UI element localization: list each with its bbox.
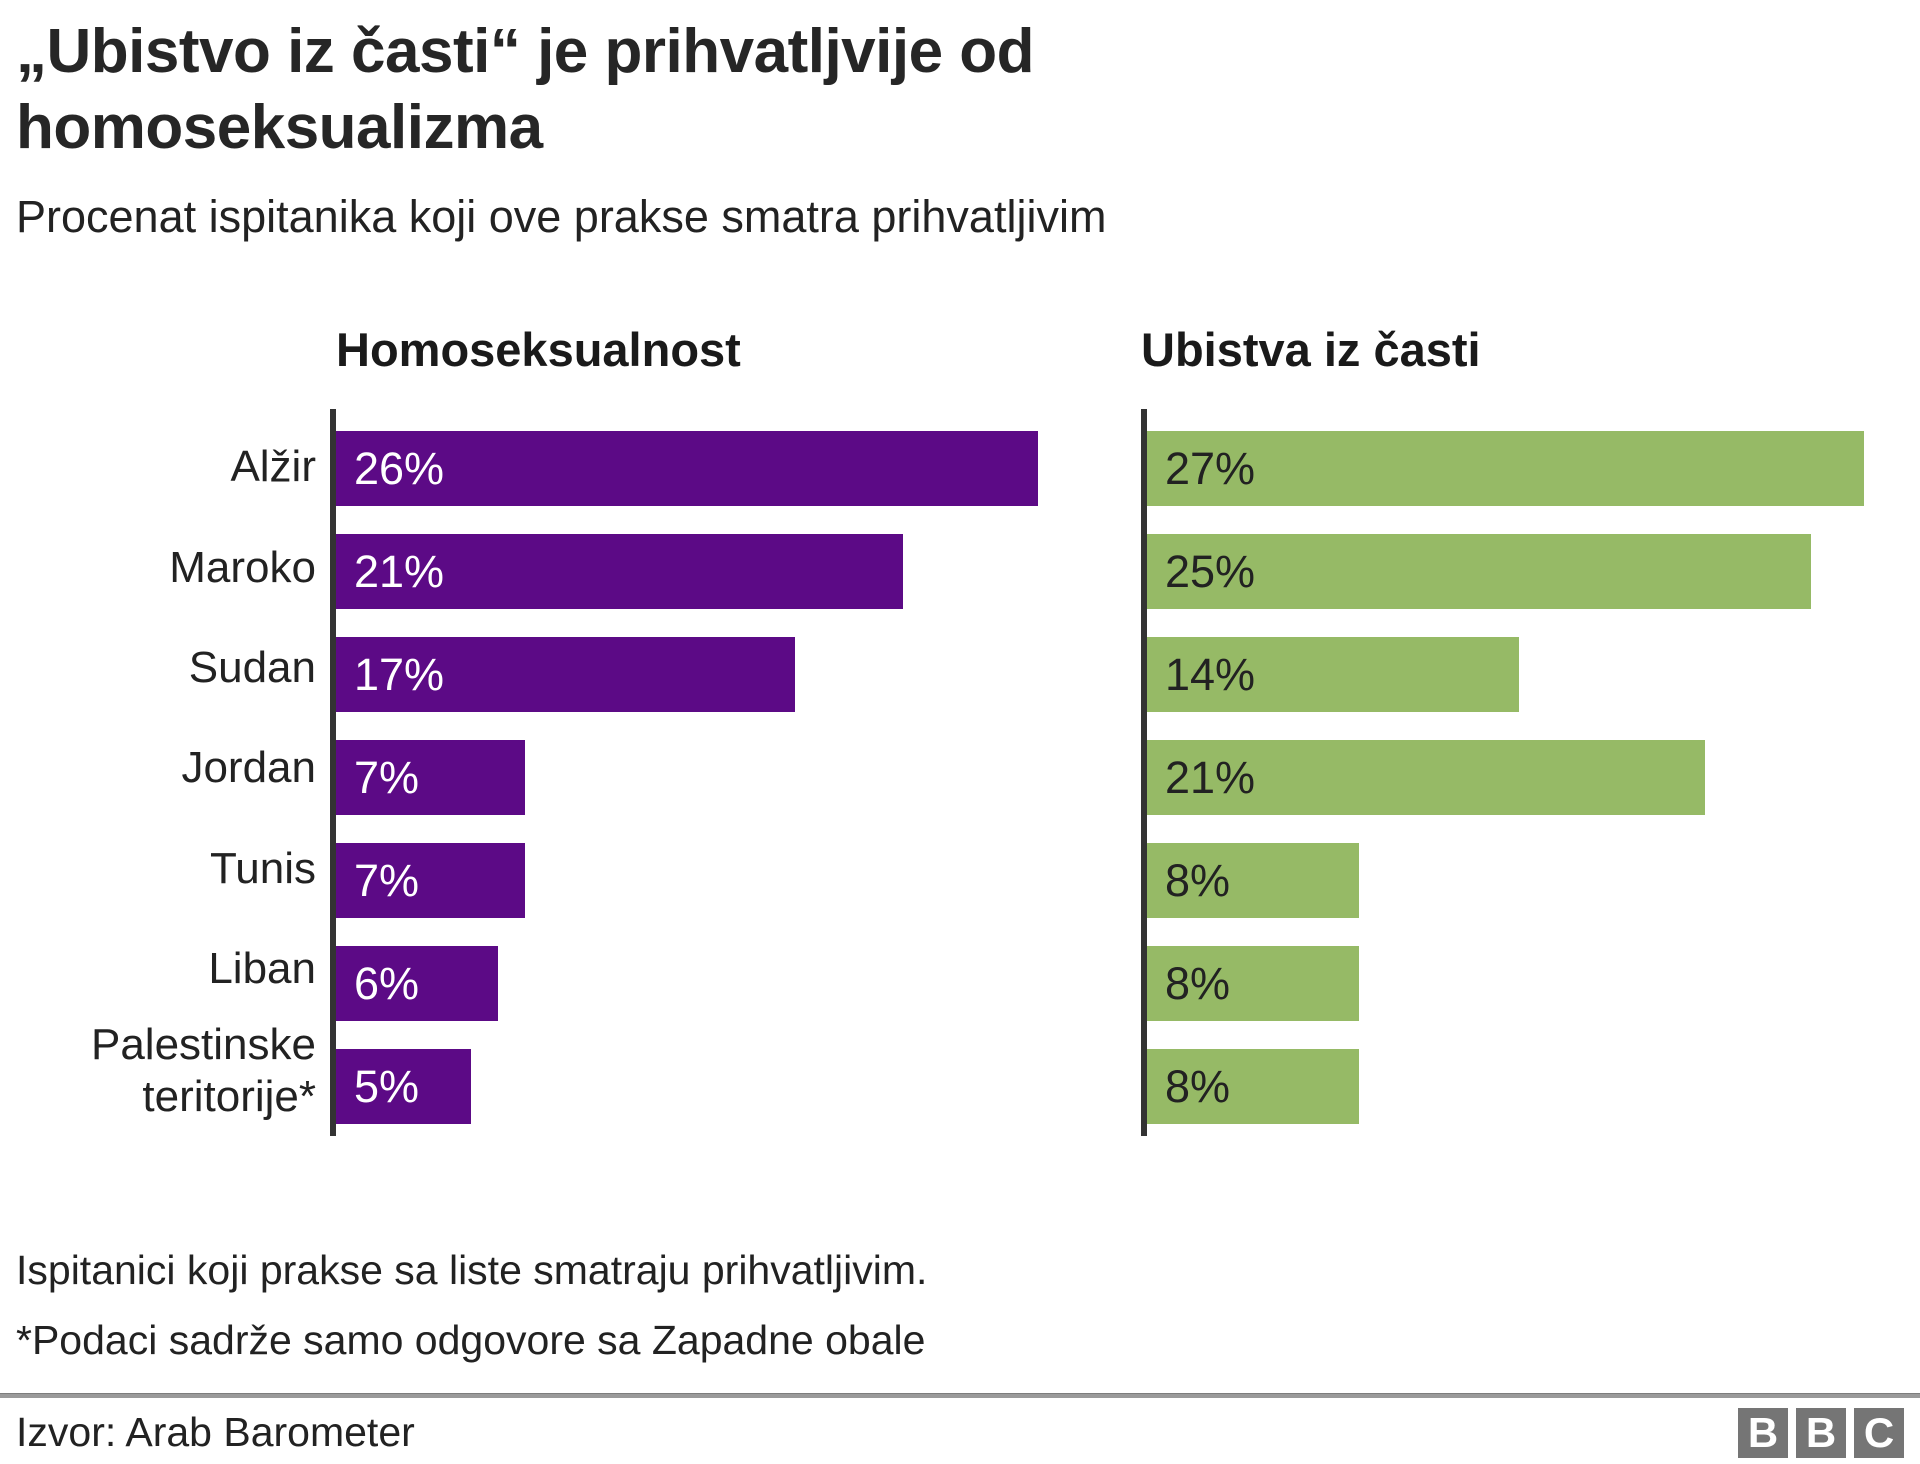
bar-row: 8% <box>1147 1049 1904 1125</box>
category-labels-column: Alžir Maroko Sudan Jordan Tunis Liban Palestin… <box>16 409 330 1136</box>
bar-value-label: 17% <box>354 648 445 700</box>
bbc-logo: B B C <box>1738 1407 1904 1458</box>
page-title: „Ubistvo iz časti“ je prihvatljvije od h… <box>16 17 1035 162</box>
chart-subtitle: Procenat ispitanika koji ove prakse smat… <box>16 191 1107 243</box>
bar-row: 8% <box>1147 946 1904 1022</box>
category-label: Maroko <box>169 542 316 592</box>
category-label: Alžir <box>230 442 316 492</box>
bar-row: 25% <box>1147 534 1904 610</box>
bar-value-label: 7% <box>354 751 420 803</box>
bars-column-right: 27% 25% 14% 21% 8% 8% 8% <box>1147 409 1904 1136</box>
bar-row: 5% <box>336 1049 1105 1125</box>
bar: 25% <box>1147 534 1812 610</box>
bar-row: 6% <box>336 946 1105 1022</box>
bbc-logo-block: B <box>1796 1407 1846 1458</box>
bar-value-label: 26% <box>354 442 445 494</box>
bar-value-label: 25% <box>1165 545 1256 597</box>
bar: 6% <box>336 946 498 1022</box>
bar-row: 8% <box>1147 843 1904 919</box>
bar-value-label: 8% <box>1165 1060 1231 1112</box>
category-label: Palestinske teritorije* <box>90 1019 316 1121</box>
footnote-methodology: Ispitanici koji prakse sa liste smatraju… <box>16 1247 928 1294</box>
footnote-asterisk: *Podaci sadrže samo odgovore sa Zapadne … <box>16 1316 926 1363</box>
chart-body-right: 27% 25% 14% 21% 8% 8% 8% <box>1141 409 1904 1137</box>
bar-row: 7% <box>336 740 1105 816</box>
footer-row: Izvor: Arab Barometer B B C <box>16 1407 1904 1458</box>
bar: 26% <box>336 431 1038 507</box>
source-label: Izvor: Arab Barometer <box>16 1409 415 1456</box>
bar: 17% <box>336 637 795 713</box>
category-label: Jordan <box>181 743 316 793</box>
chart-column-header-right: Ubistva iz časti <box>1141 323 1481 377</box>
bar: 21% <box>336 534 903 610</box>
bar-value-label: 8% <box>1165 957 1231 1009</box>
category-label: Sudan <box>188 643 316 693</box>
bar: 27% <box>1147 431 1865 507</box>
chart-honor-killings: Ubistva iz časti 27% 25% 14% 21% 8% 8% 8% <box>1141 323 1904 1137</box>
bar-value-label: 8% <box>1165 854 1231 906</box>
bar-value-label: 7% <box>354 854 420 906</box>
bar-row: 14% <box>1147 637 1904 713</box>
chart-column-header-left: Homoseksualnost <box>336 323 741 377</box>
bar: 21% <box>1147 740 1705 816</box>
bar: 8% <box>1147 843 1360 919</box>
chart-homosexuality: Homoseksualnost Alžir Maroko Sudan Jordan Tu… <box>16 323 1105 1137</box>
bbc-logo-block: C <box>1854 1407 1904 1458</box>
bar-value-label: 27% <box>1165 442 1256 494</box>
bar-row: 17% <box>336 637 1105 713</box>
axis-line-left <box>330 409 336 1137</box>
bar: 7% <box>336 843 525 919</box>
bar-value-label: 21% <box>1165 751 1256 803</box>
bar-value-label: 21% <box>354 545 445 597</box>
bar-row: 21% <box>1147 740 1904 816</box>
bar: 5% <box>336 1049 471 1125</box>
charts-panel: Homoseksualnost Alžir Maroko Sudan Jordan Tu… <box>16 323 1904 1137</box>
category-label: Tunis <box>210 843 316 893</box>
bar: 7% <box>336 740 525 816</box>
bar: 8% <box>1147 946 1360 1022</box>
bar: 8% <box>1147 1049 1360 1125</box>
chart-body-left: Alžir Maroko Sudan Jordan Tunis Liban Palestin… <box>16 409 1105 1137</box>
bar-row: 21% <box>336 534 1105 610</box>
bar-value-label: 5% <box>354 1060 420 1112</box>
bar-value-label: 14% <box>1165 648 1256 700</box>
category-label: Liban <box>208 944 316 994</box>
footer-divider <box>0 1392 1920 1398</box>
bar-row: 7% <box>336 843 1105 919</box>
bar-row: 26% <box>336 431 1105 507</box>
bar-value-label: 6% <box>354 957 420 1009</box>
axis-line-right <box>1141 409 1147 1137</box>
bars-column-left: 26% 21% 17% 7% 7% 6% 5% <box>336 409 1105 1136</box>
bar-row: 27% <box>1147 431 1904 507</box>
bbc-logo-block: B <box>1738 1407 1788 1458</box>
bar: 14% <box>1147 637 1519 713</box>
